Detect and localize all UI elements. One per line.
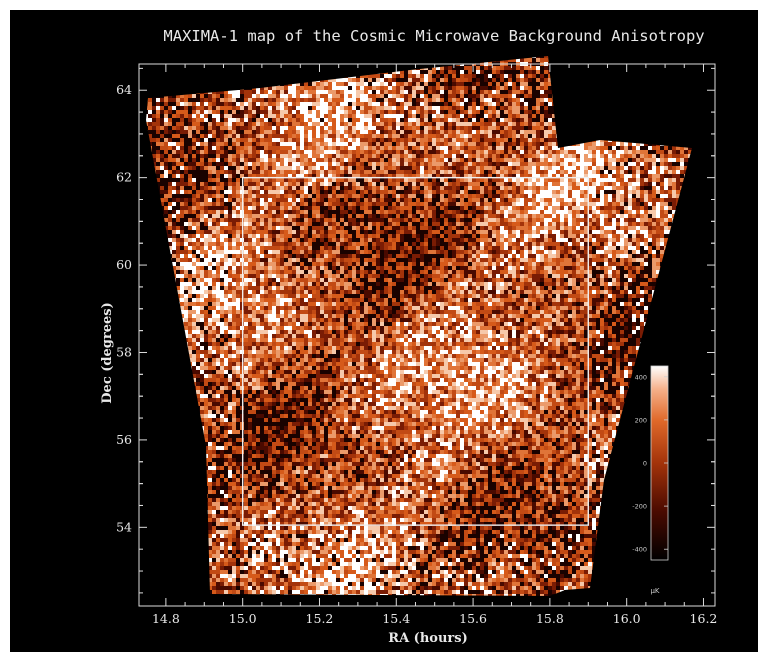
x-tick-label: 15.8	[536, 611, 564, 626]
colorbar-unit-label: μK	[650, 587, 659, 595]
plot-axes-frame	[138, 63, 716, 607]
observing-region-box	[241, 176, 589, 526]
chart-title: MAXIMA-1 map of the Cosmic Microwave Bac…	[163, 27, 704, 45]
chart-frame: MAXIMA-1 map of the Cosmic Microwave Bac…	[10, 10, 758, 652]
x-axis-ticks: 14.8 15.0 15.2 15.4 15.6 15.8 16.0 16.2	[152, 64, 717, 626]
colorbar-ticks: 400 200 0 -200 -400	[632, 373, 668, 554]
colorbar-tick-label: -200	[632, 503, 647, 511]
x-tick-label: 14.8	[152, 611, 180, 626]
colorbar-tick-label: -400	[632, 546, 647, 554]
x-tick-label: 15.0	[229, 611, 257, 626]
x-tick-label: 15.4	[382, 611, 410, 626]
y-axis-label: Dec (degrees)	[100, 302, 115, 403]
x-axis-label: RA (hours)	[388, 631, 467, 646]
cmb-anisotropy-map	[146, 56, 692, 596]
cmb-map-chart: MAXIMA-1 map of the Cosmic Microwave Bac…	[100, 27, 717, 646]
x-tick-label: 15.2	[306, 611, 334, 626]
y-tick-label: 62	[116, 170, 132, 185]
y-tick-label: 58	[116, 344, 132, 359]
colorbar-tick-label: 400	[635, 373, 647, 381]
x-tick-label: 16.2	[690, 611, 718, 626]
x-tick-label: 16.0	[613, 611, 641, 626]
colorbar: 400 200 0 -200 -400 μK	[632, 365, 669, 595]
colorbar-tick-label: 200	[635, 416, 647, 424]
colorbar-tick-label: 0	[643, 460, 647, 468]
y-tick-label: 60	[116, 257, 132, 272]
y-axis-ticks: 54 56 58 60 62 64	[116, 67, 715, 594]
x-tick-label: 15.6	[459, 611, 487, 626]
y-tick-label: 64	[116, 82, 132, 97]
y-tick-label: 54	[116, 519, 132, 534]
y-tick-label: 56	[116, 432, 132, 447]
